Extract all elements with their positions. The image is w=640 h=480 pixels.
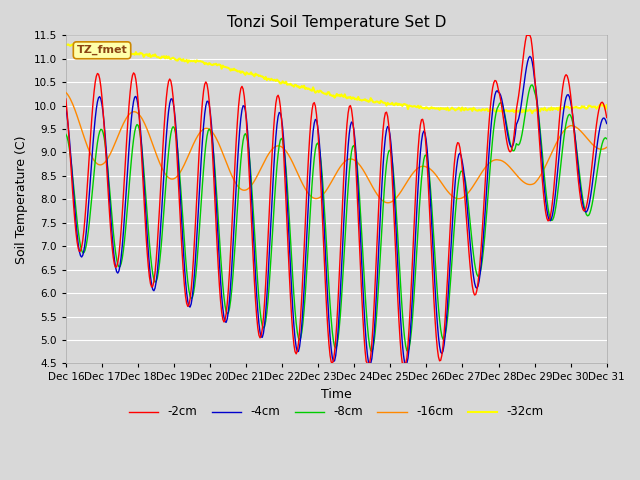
-8cm — [368, 348, 376, 354]
Line: -2cm: -2cm — [66, 36, 607, 363]
-32cm — [62, 42, 70, 48]
-2cm — [461, 189, 468, 195]
-2cm — [230, 179, 238, 184]
-4cm — [290, 323, 298, 328]
-8cm — [290, 293, 298, 299]
-16cm — [461, 193, 468, 199]
Text: TZ_fmet: TZ_fmet — [77, 45, 127, 56]
-8cm — [230, 257, 238, 263]
-8cm — [529, 82, 536, 88]
-16cm — [230, 178, 238, 183]
-32cm — [232, 67, 239, 73]
-2cm — [365, 360, 373, 366]
-4cm — [365, 360, 373, 366]
-32cm — [556, 105, 563, 110]
-4cm — [526, 53, 534, 59]
-2cm — [556, 119, 563, 124]
-16cm — [603, 144, 611, 150]
-2cm — [62, 96, 70, 102]
Line: -8cm: -8cm — [66, 85, 607, 351]
-4cm — [603, 120, 611, 126]
-16cm — [365, 177, 372, 182]
-8cm — [556, 176, 563, 182]
-32cm — [461, 108, 468, 113]
-32cm — [68, 41, 76, 47]
Y-axis label: Soil Temperature (C): Soil Temperature (C) — [15, 135, 28, 264]
-32cm — [392, 100, 399, 106]
-16cm — [62, 90, 70, 96]
-8cm — [365, 334, 372, 340]
-32cm — [529, 110, 536, 116]
-2cm — [328, 360, 336, 366]
-2cm — [290, 342, 298, 348]
-4cm — [62, 105, 70, 110]
Line: -32cm: -32cm — [66, 44, 607, 113]
-2cm — [603, 115, 611, 120]
Line: -4cm: -4cm — [66, 56, 607, 363]
-4cm — [556, 150, 563, 156]
-16cm — [392, 196, 399, 202]
-32cm — [291, 82, 299, 88]
-16cm — [290, 162, 298, 168]
-8cm — [392, 197, 399, 203]
Line: -16cm: -16cm — [66, 93, 607, 203]
-16cm — [554, 137, 562, 143]
-8cm — [461, 173, 468, 179]
-4cm — [365, 359, 372, 365]
-32cm — [365, 98, 373, 104]
-4cm — [461, 174, 468, 180]
-32cm — [603, 102, 611, 108]
-4cm — [392, 216, 399, 221]
-2cm — [392, 248, 399, 253]
-8cm — [62, 132, 70, 137]
Title: Tonzi Soil Temperature Set D: Tonzi Soil Temperature Set D — [227, 15, 446, 30]
-2cm — [523, 33, 531, 38]
Legend: -2cm, -4cm, -8cm, -16cm, -32cm: -2cm, -4cm, -8cm, -16cm, -32cm — [124, 401, 548, 423]
-4cm — [230, 223, 238, 229]
-16cm — [384, 200, 392, 205]
X-axis label: Time: Time — [321, 388, 351, 401]
-8cm — [603, 136, 611, 142]
